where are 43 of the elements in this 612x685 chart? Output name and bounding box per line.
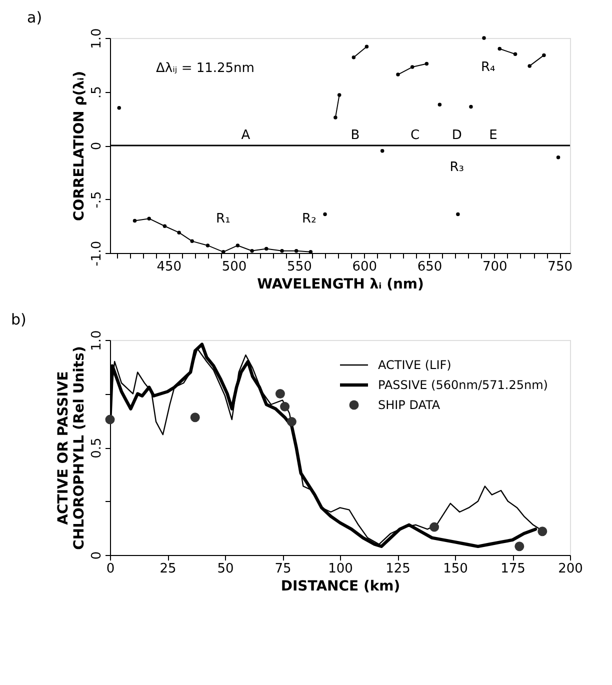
y-tick-label: 0 (90, 551, 104, 560)
annotation: A (241, 128, 250, 143)
annotation: C (410, 128, 420, 143)
x-tick-label: 0 (106, 562, 115, 576)
x-tick-label: 150 (443, 562, 468, 576)
y-tick-label: -1.0 (90, 240, 104, 266)
legend-label: SHIP DATA (378, 398, 441, 412)
x-tick-label: 175 (500, 562, 526, 576)
y-tick-label: 0 (90, 142, 104, 150)
chart-title: a) (27, 8, 42, 27)
x-tick-label: 125 (386, 562, 410, 576)
x-tick-label: 750 (548, 260, 572, 274)
y-tick-label: 1.0 (90, 28, 104, 49)
y-tick-label: 0.5 (90, 438, 104, 458)
x-axis-title: DISTANCE (km) (280, 578, 400, 594)
x-tick-label: 450 (156, 260, 182, 274)
y-tick-label: -.5 (90, 191, 104, 208)
annotation: R₃ (450, 160, 464, 175)
legend-label: PASSIVE (560nm/571.25nm) (378, 378, 548, 392)
x-tick-label: 200 (558, 562, 583, 576)
x-tick-label: 700 (482, 260, 508, 274)
x-tick-label: 100 (328, 562, 353, 576)
annotation: B (350, 128, 360, 143)
annotation: Δλᵢⱼ = 11.25nm (156, 61, 254, 76)
chart-title: b) (11, 310, 26, 329)
x-tick-label: 50 (217, 562, 234, 576)
x-axis-title: WAVELENGTH λᵢ (nm) (257, 276, 424, 292)
y-tick-label: 1.0 (90, 330, 104, 351)
x-tick-label: 600 (352, 260, 378, 274)
x-tick-label: 25 (160, 562, 176, 576)
legend-label: ACTIVE (LIF) (378, 358, 452, 372)
x-tick-label: 75 (274, 562, 292, 576)
annotation: R₂ (302, 212, 316, 227)
annotation: D (452, 128, 462, 143)
annotation: R₄ (480, 60, 496, 76)
x-tick-label: 550 (287, 260, 312, 274)
annotation: R₁ (216, 212, 230, 227)
y-tick-label: .5 (90, 86, 104, 98)
y-axis-title: ACTIVE OR PASSIVE CHLOROPHYLL (Rel Units) (56, 346, 88, 550)
x-tick-label: 500 (222, 260, 247, 274)
y-axis-title: CORRELATION ρ(λᵢ) (72, 71, 88, 221)
x-tick-label: 650 (417, 260, 442, 274)
annotation: E (489, 128, 498, 143)
